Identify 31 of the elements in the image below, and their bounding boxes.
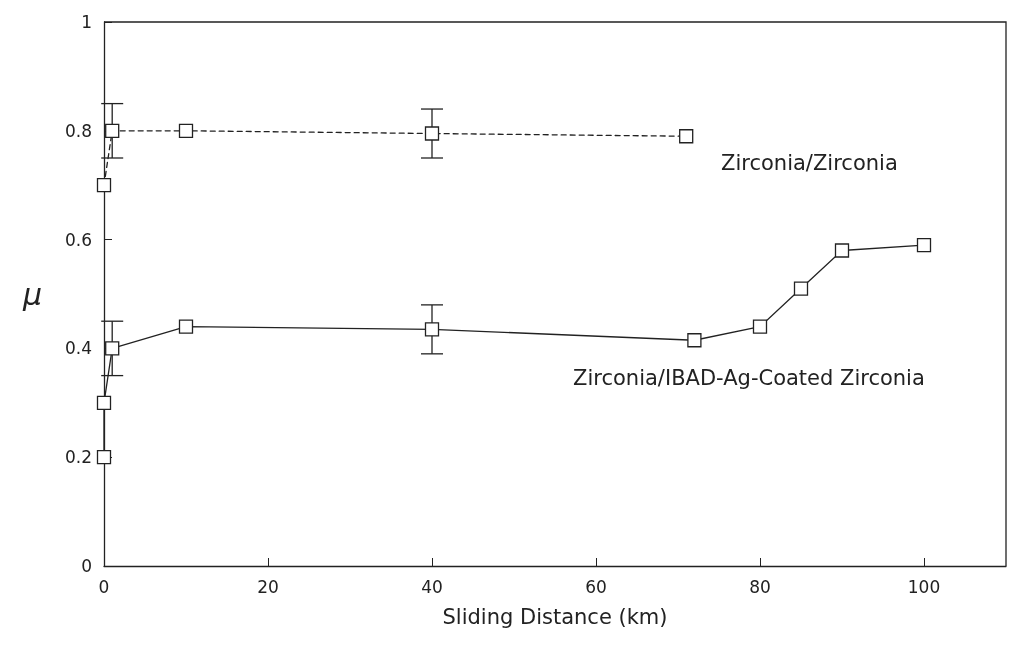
point [96, 450, 112, 465]
point [679, 129, 694, 144]
point [96, 178, 112, 193]
point [916, 237, 932, 253]
x-tick-label: 0 [98, 576, 110, 597]
series-label: Zirconia/IBAD-Ag-Coated Zirconia [573, 366, 925, 391]
x-axis-title: Sliding Distance (km) [442, 604, 668, 629]
x-tick-label: 60 [585, 576, 607, 597]
x-tick-label: 20 [257, 576, 279, 597]
point [105, 123, 120, 138]
y-axis-title: μ [21, 276, 42, 312]
point [752, 319, 768, 334]
point [105, 341, 120, 356]
y-tick-label: 0.6 [64, 229, 92, 250]
x-tick-label: 40 [421, 576, 443, 597]
point [424, 322, 440, 337]
x-tick-label: 80 [749, 576, 771, 597]
point [178, 123, 194, 138]
y-tick-label: 0.2 [64, 447, 92, 468]
point [96, 395, 112, 410]
y-tick-label: 0.4 [64, 338, 92, 359]
point [687, 333, 702, 348]
point [793, 281, 809, 296]
series-label: Zirconia/Zirconia [721, 151, 898, 176]
y-tick-label: 0 [81, 556, 92, 576]
point [834, 243, 850, 258]
point [424, 126, 440, 141]
y-tick-label: 1 [81, 12, 92, 32]
x-tick-label: 100 [907, 576, 941, 597]
y-tick-label: 0.8 [64, 120, 92, 141]
point [178, 319, 194, 334]
